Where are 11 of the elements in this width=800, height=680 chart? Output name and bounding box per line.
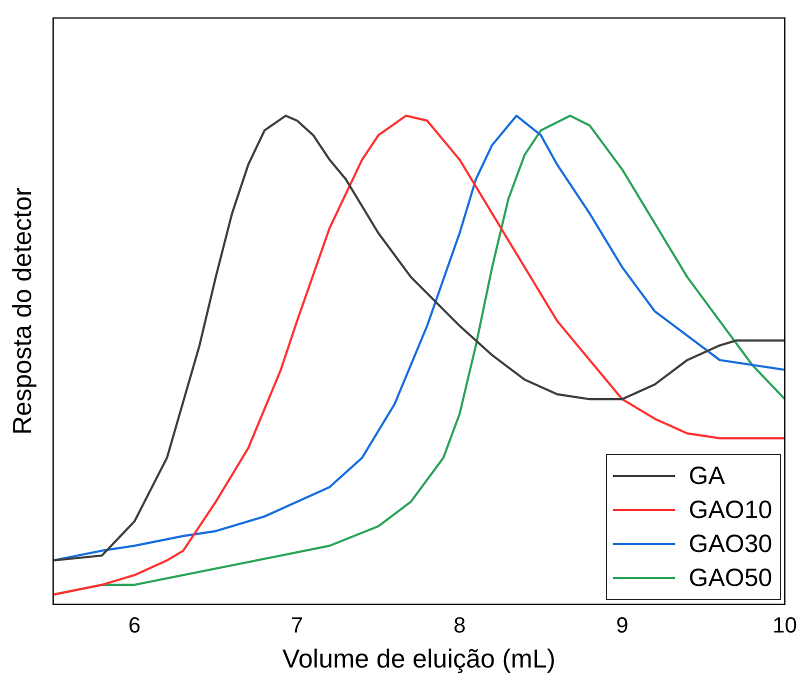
legend-label: GAO50: [688, 564, 772, 593]
x-tick-label: 7: [290, 612, 304, 638]
x-tick-label: 8: [454, 612, 466, 638]
legend-label: GAO10: [688, 496, 772, 525]
y-axis-title: Resposta do detector: [6, 187, 37, 435]
x-tick-label: 6: [128, 612, 141, 638]
legend-label: GA: [688, 462, 725, 491]
x-tick-label: 9: [616, 612, 628, 638]
legend-label: GAO30: [688, 530, 772, 559]
x-axis-title: Volume de eluição (mL): [282, 644, 556, 674]
x-tick-label: 10: [772, 612, 798, 638]
